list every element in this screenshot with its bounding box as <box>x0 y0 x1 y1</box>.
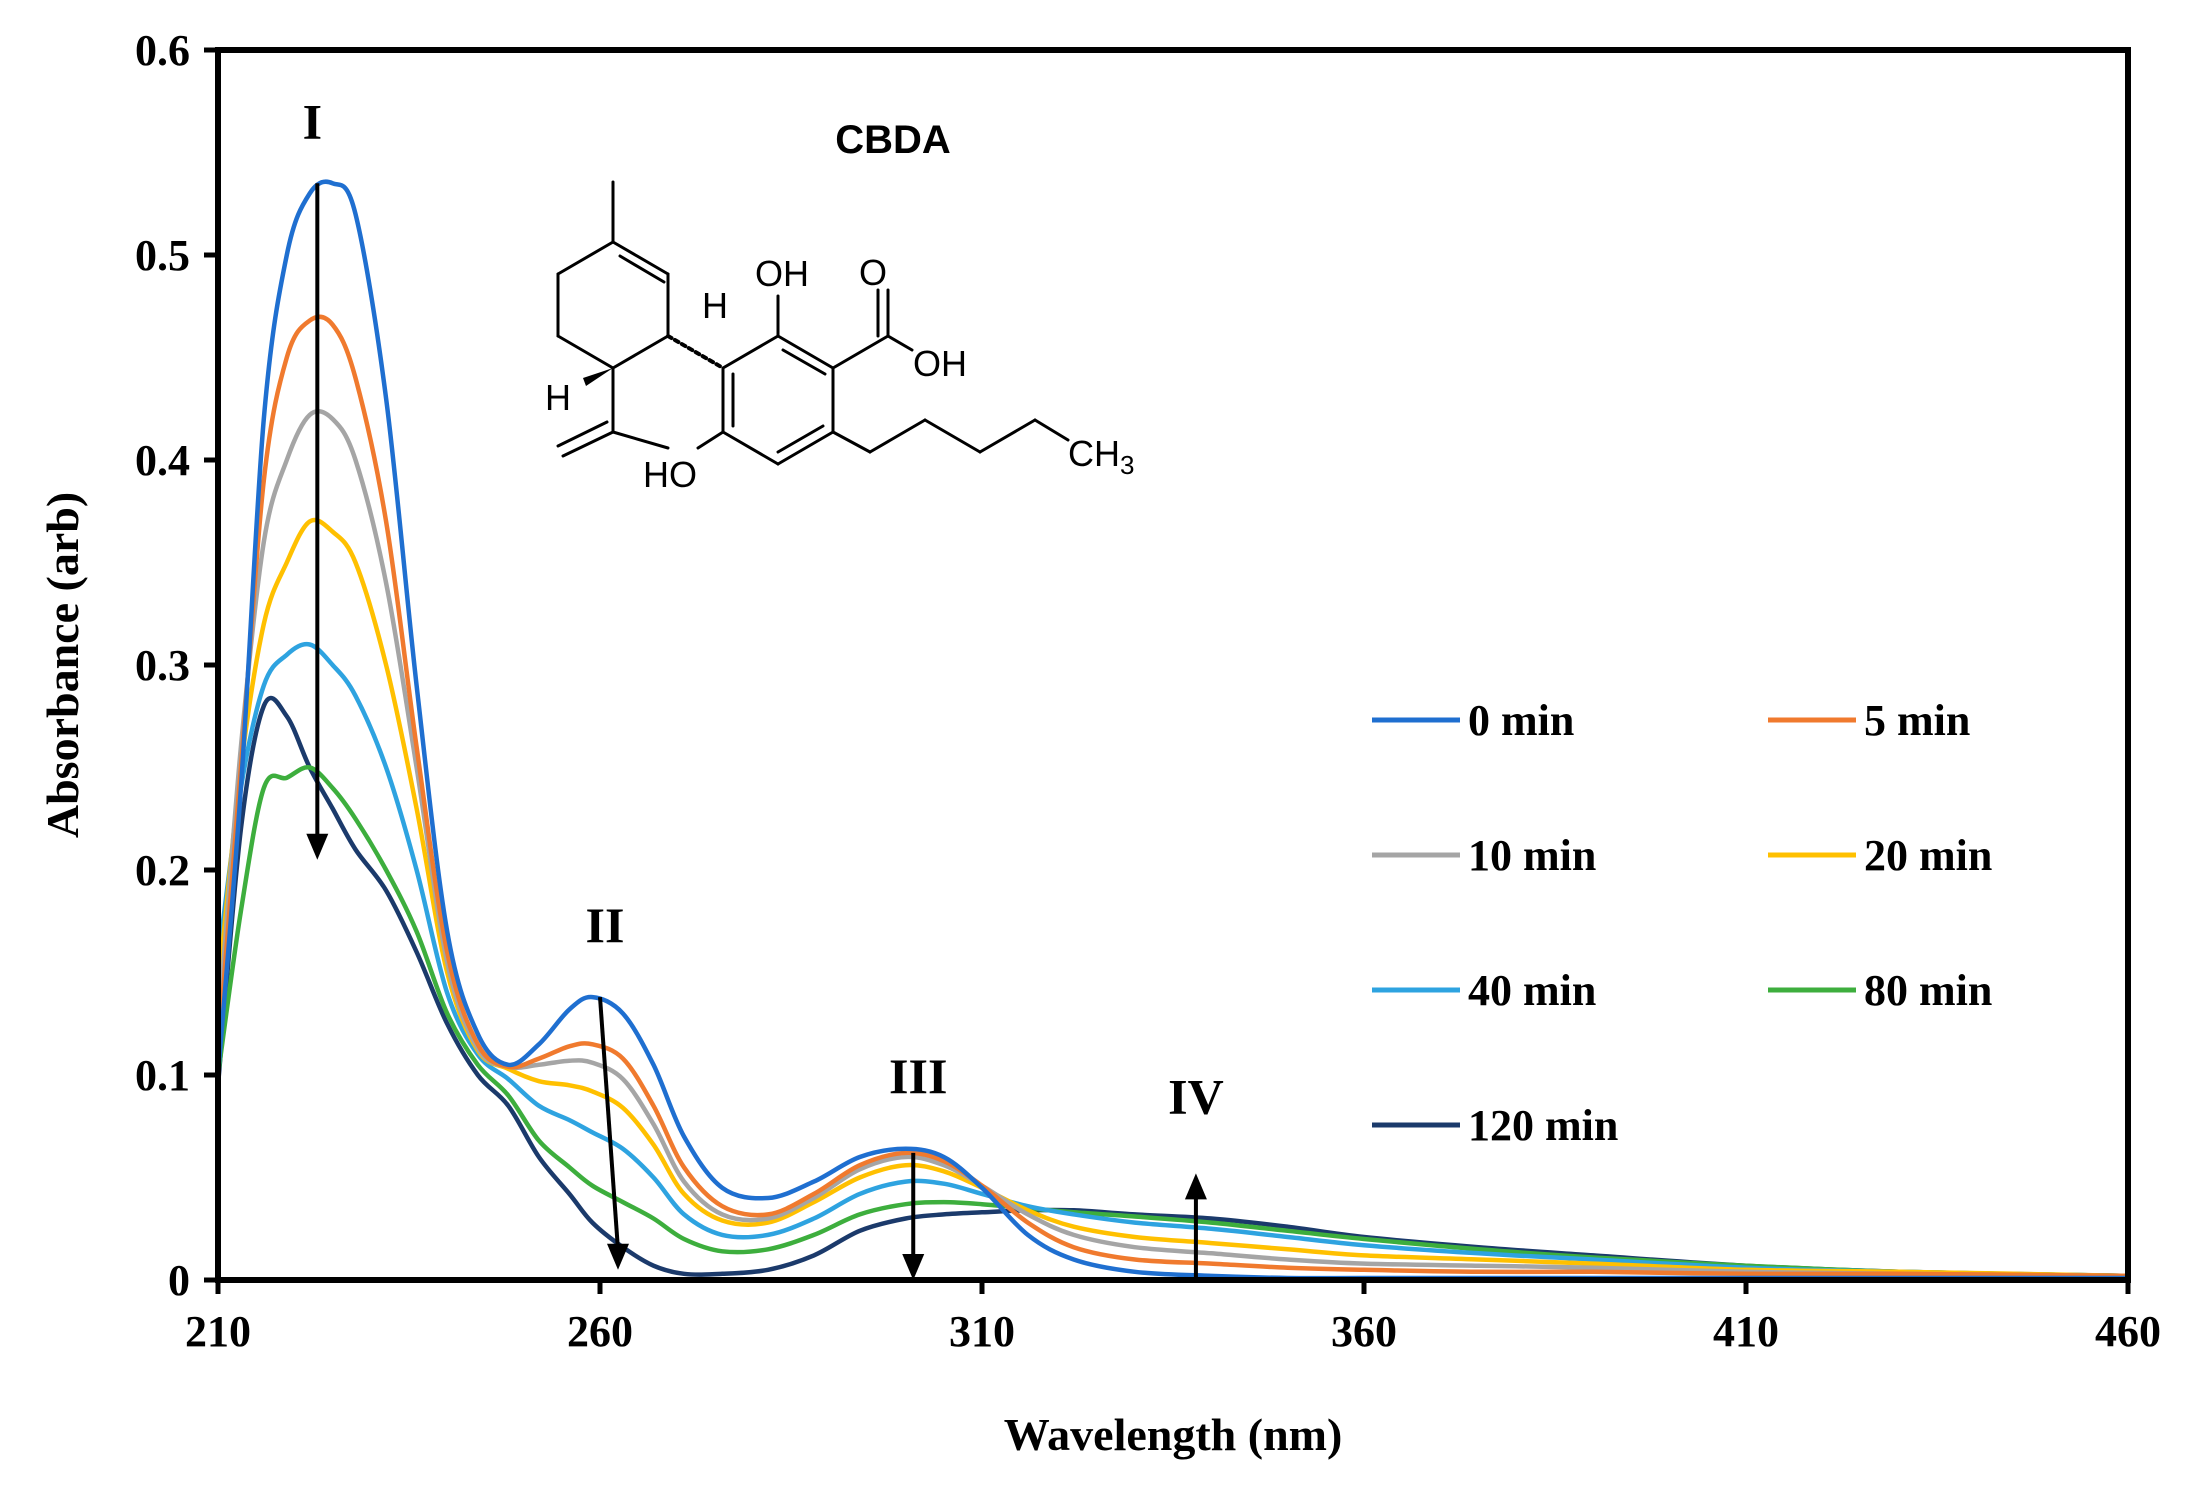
molecule-name: CBDA <box>835 118 951 162</box>
legend-label: 10 min <box>1468 831 1596 880</box>
bond <box>923 418 982 454</box>
legend-label: 5 min <box>1864 696 1970 745</box>
y-tick-label: 0.6 <box>135 26 190 75</box>
cbda-structure <box>556 180 1070 466</box>
y-axis-ticks: 0 0.1 0.2 0.3 0.4 0.5 0.6 <box>135 26 218 1305</box>
bond <box>611 430 670 450</box>
y-tick-label: 0.2 <box>135 846 190 895</box>
phenol-oh-top: OH <box>755 253 809 294</box>
wedge-bond <box>583 368 613 386</box>
x-tick-label: 410 <box>1713 1307 1779 1356</box>
bond <box>868 418 927 454</box>
series-layer <box>215 179 2129 1281</box>
y-tick-label: 0.3 <box>135 641 190 690</box>
bond <box>561 430 615 458</box>
bond <box>831 430 872 454</box>
x-tick-label: 210 <box>185 1307 251 1356</box>
y-tick-label: 0.4 <box>135 436 190 485</box>
ch3-main: CH <box>1068 433 1120 474</box>
y-axis-title: Absorbance (arb) <box>37 492 88 838</box>
region-label-II: II <box>586 897 625 953</box>
legend-label: 120 min <box>1468 1101 1618 1150</box>
series-line-5-min <box>215 314 2129 1279</box>
bond <box>721 430 780 466</box>
arrow-head-IV <box>1184 1173 1207 1200</box>
bond <box>666 334 725 370</box>
region-label-I: I <box>303 93 322 149</box>
bond <box>1033 418 1070 442</box>
series-line-10-min <box>215 408 2129 1279</box>
bond <box>696 430 725 450</box>
bond <box>978 418 1037 454</box>
y-tick-label: 0 <box>168 1256 190 1305</box>
series-line-40-min <box>215 641 2129 1279</box>
x-tick-label: 360 <box>1331 1307 1397 1356</box>
bond <box>776 334 835 370</box>
bond <box>831 334 890 370</box>
bond <box>721 334 780 370</box>
bond <box>886 334 914 352</box>
x-tick-label: 310 <box>949 1307 1015 1356</box>
y-tick-label: 0.5 <box>135 231 190 280</box>
bond <box>618 254 666 284</box>
stereo-h-lower: H <box>545 377 571 418</box>
region-label-IV: IV <box>1168 1068 1224 1124</box>
x-tick-label: 260 <box>567 1307 633 1356</box>
stereo-h-upper: H <box>702 285 728 326</box>
cbda-labels: CBDA OH O OH HO H H CH3 <box>545 118 1134 495</box>
bond <box>556 334 615 370</box>
bond <box>781 348 827 376</box>
region-label-III: III <box>889 1048 947 1104</box>
methyl-ch3: CH3 <box>1068 433 1134 480</box>
legend-label: 0 min <box>1468 696 1574 745</box>
phenol-ho-bottom: HO <box>643 454 697 495</box>
y-tick-label: 0.1 <box>135 1051 190 1100</box>
legend-label: 40 min <box>1468 966 1596 1015</box>
bond <box>611 334 670 370</box>
legend-label: 20 min <box>1864 831 1992 880</box>
series-line-80-min <box>215 765 2129 1279</box>
arrow-shaft-II <box>598 996 620 1250</box>
x-axis-title: Wavelength (nm) <box>1004 1409 1343 1460</box>
series-line-20-min <box>215 517 2129 1279</box>
bond <box>776 430 835 466</box>
arrow-head-II <box>607 1243 629 1270</box>
carbonyl-o: O <box>859 252 887 293</box>
bond <box>556 420 609 448</box>
x-axis-ticks: 210 260 310 360 410 460 <box>185 1280 2161 1356</box>
x-tick-label: 460 <box>2095 1307 2161 1356</box>
arrow-head-I <box>306 833 329 860</box>
arrow-head-III <box>902 1254 925 1280</box>
bond <box>776 424 825 454</box>
acid-oh: OH <box>913 343 967 384</box>
series-line-120-min <box>215 695 2129 1279</box>
ch3-subscript: 3 <box>1120 450 1134 480</box>
bond <box>611 240 670 276</box>
legend: 0 min 5 min 10 min 20 min 40 min 80 min 120 mi… <box>1372 696 1992 1150</box>
legend-label: 80 min <box>1864 966 1992 1015</box>
bond <box>556 240 615 276</box>
